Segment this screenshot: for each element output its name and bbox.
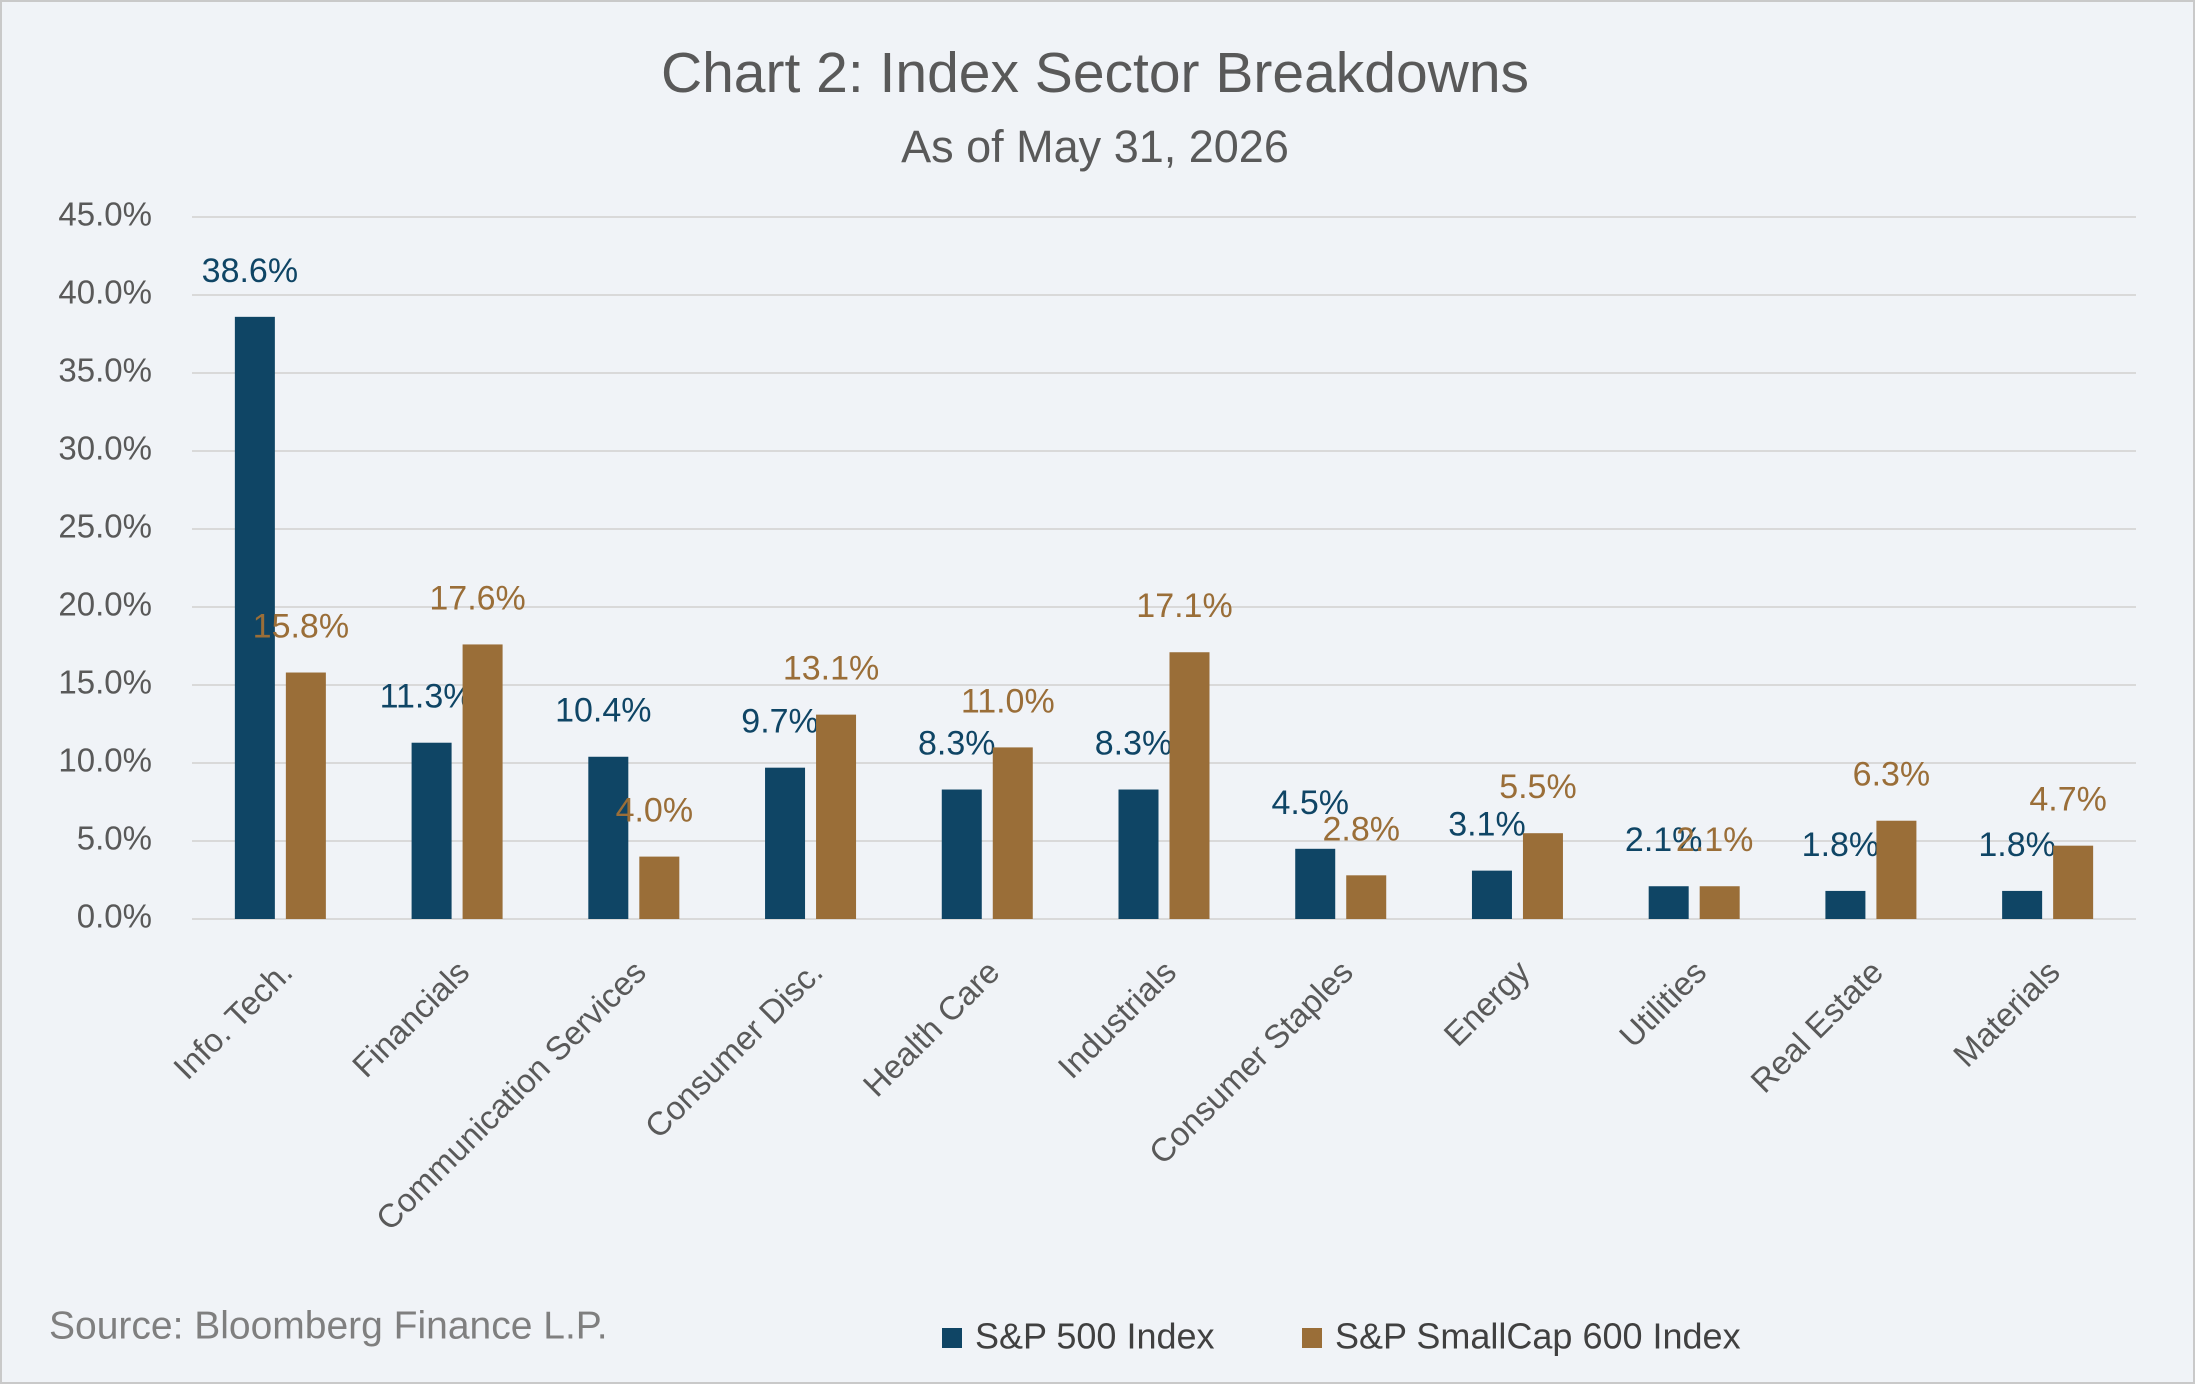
y-tick-label: 10.0% (58, 742, 152, 779)
value-label: 3.1% (1448, 806, 1526, 844)
value-label: 38.6% (202, 252, 298, 290)
value-label: 11.3% (380, 678, 474, 716)
value-label: 6.3% (1853, 756, 1931, 794)
bar (462, 644, 503, 919)
bar (411, 742, 452, 919)
value-label: 13.1% (783, 650, 879, 688)
bar (1699, 886, 1740, 919)
bar (588, 756, 629, 919)
bar (1346, 875, 1387, 919)
value-label: 11.0% (961, 682, 1055, 720)
value-label: 17.6% (429, 579, 525, 617)
legend-label: S&P SmallCap 600 Index (1335, 1316, 1741, 1357)
value-label: 15.8% (253, 608, 349, 646)
source-note: Source: Bloomberg Finance L.P. (49, 1304, 608, 1347)
bar (639, 856, 680, 919)
y-tick-label: 35.0% (58, 352, 152, 389)
bar (765, 767, 806, 919)
value-label: 4.0% (616, 792, 694, 830)
chart-title: Chart 2: Index Sector Breakdowns (661, 41, 1529, 105)
bar (816, 714, 857, 919)
chart-subtitle: As of May 31, 2026 (901, 121, 1289, 172)
y-tick-label: 5.0% (77, 820, 152, 857)
value-label: 5.5% (1499, 768, 1577, 806)
y-tick-label: 40.0% (58, 274, 152, 311)
y-tick-label: 45.0% (58, 196, 152, 233)
value-label: 10.4% (555, 692, 651, 730)
bar (1825, 890, 1866, 919)
value-label: 1.8% (1802, 826, 1880, 864)
value-label: 2.1% (1625, 821, 1703, 859)
value-label: 2.1% (1676, 821, 1754, 859)
y-tick-label: 30.0% (58, 430, 152, 467)
legend-swatch (942, 1328, 962, 1348)
value-label: 9.7% (741, 703, 819, 741)
bar (992, 747, 1033, 919)
bar (1522, 833, 1563, 919)
bar (941, 789, 982, 919)
value-label: 17.1% (1136, 587, 1232, 625)
bar (1295, 848, 1336, 919)
y-tick-label: 20.0% (58, 586, 152, 623)
legend-label: S&P 500 Index (975, 1316, 1215, 1357)
y-tick-label: 25.0% (58, 508, 152, 545)
value-label: 1.8% (1978, 826, 2056, 864)
bar (2053, 845, 2094, 919)
value-label: 8.3% (1095, 725, 1173, 763)
value-label: 4.5% (1271, 784, 1349, 822)
value-label: 4.7% (2029, 781, 2107, 819)
bar (1648, 886, 1689, 919)
bar (234, 316, 275, 920)
bar (1169, 652, 1210, 919)
bar (1471, 870, 1512, 919)
bar (1118, 789, 1159, 919)
value-label: 8.3% (918, 725, 996, 763)
legend-swatch (1302, 1328, 1322, 1348)
bar (2002, 890, 2043, 919)
y-tick-label: 15.0% (58, 664, 152, 701)
y-tick-label: 0.0% (77, 898, 152, 935)
value-label: 2.8% (1322, 810, 1400, 848)
bar (285, 672, 326, 919)
bar (1876, 820, 1917, 919)
